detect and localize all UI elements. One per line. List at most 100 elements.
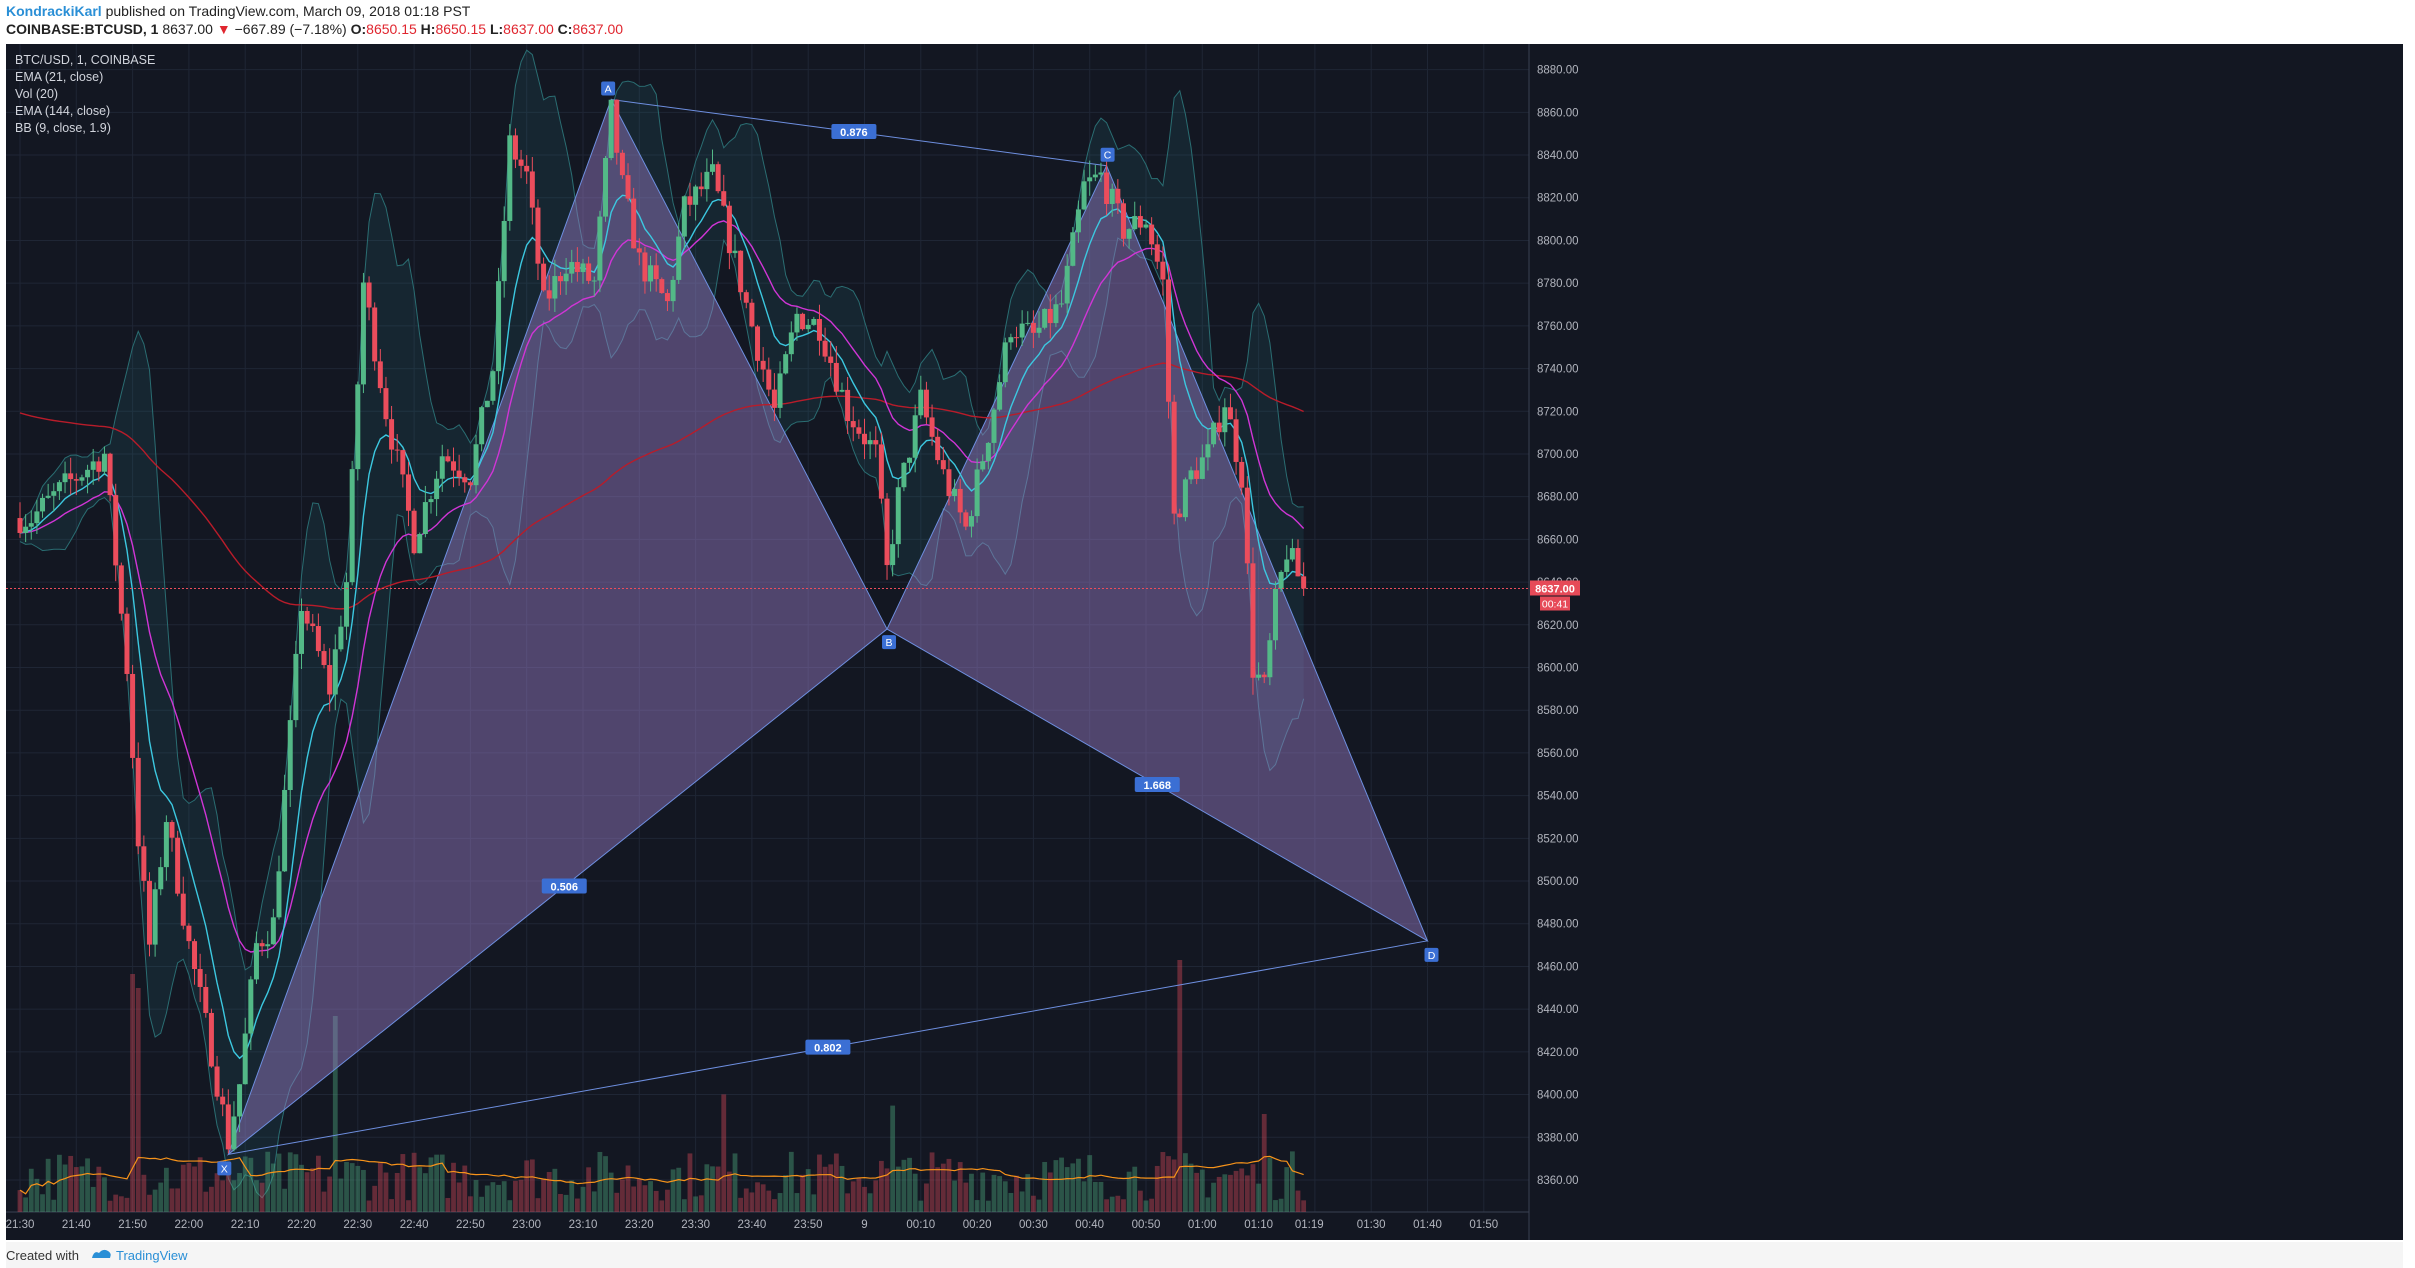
y-tick-label: 8880.00 <box>1537 65 1579 77</box>
y-tick-label: 8360.00 <box>1537 1175 1579 1187</box>
candle-body <box>957 488 963 513</box>
author-link[interactable]: KondrackiKarl <box>6 3 102 19</box>
candle-body <box>681 196 687 237</box>
pattern-point-a: A <box>605 84 612 96</box>
candle-body <box>884 498 890 566</box>
volume-bar <box>1216 1176 1222 1212</box>
y-tick-label: 8840.00 <box>1537 150 1579 162</box>
volume-bar <box>766 1190 772 1212</box>
volume-bar <box>265 1151 271 1212</box>
x-tick-label: 21:40 <box>62 1219 91 1231</box>
candle-body <box>1120 203 1126 239</box>
volume-bar <box>45 1158 51 1212</box>
volume-bar <box>901 1159 907 1212</box>
chart-legend: BTC/USD, 1, COINBASE EMA (21, close) Vol… <box>15 52 155 137</box>
chart-panel[interactable]: 8880.00 8860.00 8840.00 8820.00 8800.00 8780.… <box>6 44 2403 1240</box>
y-tick-label: 8820.00 <box>1537 193 1579 205</box>
x-tick-label: 23:00 <box>512 1219 541 1231</box>
volume-bar <box>422 1173 428 1212</box>
candle-body <box>422 502 428 535</box>
volume-bar <box>907 1157 912 1212</box>
candle-body <box>360 282 366 385</box>
volume-bar <box>895 1166 901 1212</box>
volume-bar <box>997 1176 1003 1212</box>
candle-body <box>490 371 496 401</box>
candle-body <box>451 461 457 471</box>
candle-body <box>1126 229 1132 239</box>
volume-bar <box>878 1160 884 1212</box>
open-label: O: <box>350 21 367 37</box>
volume-bar <box>828 1164 834 1212</box>
volume-bar <box>51 1199 57 1212</box>
volume-bar <box>884 1168 890 1212</box>
candle-body <box>1160 261 1166 280</box>
candle-body <box>417 534 423 554</box>
created-with-text: Created with <box>6 1248 79 1263</box>
x-tick-label: 01:40 <box>1413 1219 1442 1231</box>
volume-bar <box>406 1200 411 1212</box>
volume-bar <box>817 1154 822 1212</box>
candle-body <box>152 889 158 945</box>
x-tick-label: 00:10 <box>906 1219 935 1231</box>
candle-body <box>1301 576 1307 589</box>
close-label: C: <box>557 21 573 37</box>
candle-body <box>62 473 68 483</box>
volume-bar <box>214 1173 220 1212</box>
candle-body <box>299 610 304 654</box>
candle-body <box>619 152 625 176</box>
countdown-box <box>1540 596 1570 611</box>
volume-bar <box>862 1186 867 1212</box>
candle-body <box>918 389 924 416</box>
candle-body <box>56 482 62 492</box>
tradingview-link[interactable]: TradingView <box>116 1248 188 1263</box>
candle-body <box>873 440 879 445</box>
volume-bar <box>327 1176 333 1212</box>
y-tick-label: 8680.00 <box>1537 492 1579 504</box>
bollinger-upper-line <box>19 49 1304 971</box>
volume-bar <box>805 1169 811 1212</box>
volume-bar <box>659 1200 665 1212</box>
volume-bar <box>912 1173 918 1212</box>
volume-bar <box>1019 1191 1025 1212</box>
volume-bar <box>924 1183 929 1212</box>
y-tick-label: 8600.00 <box>1537 663 1579 675</box>
volume-bar <box>197 1157 203 1212</box>
volume-bar <box>434 1154 440 1212</box>
volume-bar <box>237 1173 242 1212</box>
x-tick-label: 9 <box>861 1219 867 1231</box>
y-tick-label: 8460.00 <box>1537 961 1579 973</box>
candle-body <box>518 159 524 166</box>
volume-bar <box>496 1184 501 1212</box>
candle-body <box>1059 303 1065 305</box>
volume-bar <box>124 1197 130 1212</box>
candle-body <box>760 360 766 370</box>
y-tick-label: 8700.00 <box>1537 449 1579 461</box>
candle-body <box>563 273 569 282</box>
volume-bar <box>631 1186 637 1212</box>
pattern-bcd-triangle <box>886 164 1429 942</box>
volume-bar <box>304 1172 310 1212</box>
volume-bar <box>704 1164 710 1212</box>
volume-bar <box>721 1094 727 1212</box>
candle-body <box>1284 559 1290 572</box>
symbol-label: COINBASE:BTCUSD, 1 <box>6 21 159 37</box>
price-chart[interactable]: 8880.00 8860.00 8840.00 8820.00 8800.00 8780.… <box>6 44 2403 1240</box>
candle-body <box>220 1096 226 1105</box>
high-label: H: <box>420 21 436 37</box>
candle-body <box>1211 422 1217 445</box>
candle-body <box>856 427 862 434</box>
candle-body <box>704 171 710 190</box>
volume-bar <box>518 1179 524 1212</box>
candle-body <box>73 479 79 481</box>
candle-body <box>1154 244 1160 262</box>
volume-bar <box>1064 1167 1070 1212</box>
candle-body <box>146 880 152 945</box>
candle-body <box>1166 279 1172 402</box>
pattern-point-x: X <box>221 1163 228 1175</box>
candle-body <box>800 313 806 330</box>
volume-bar <box>501 1181 507 1212</box>
legend-ema21: EMA (21, close) <box>15 70 104 84</box>
volume-bar <box>40 1194 45 1212</box>
candle-body <box>1233 419 1239 462</box>
legend-ema144: EMA (144, close) <box>15 104 111 118</box>
